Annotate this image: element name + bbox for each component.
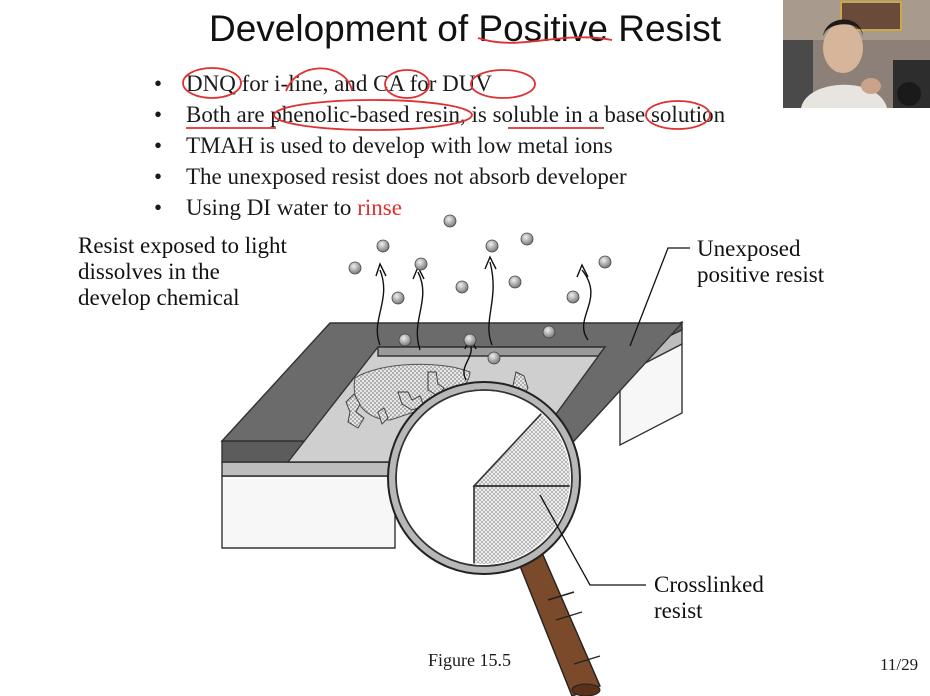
leader-lines	[539, 247, 690, 586]
presenter-video-frame	[783, 0, 930, 108]
figure-caption: Figure 15.5	[428, 650, 511, 670]
magnifying-glass	[387, 381, 581, 575]
bullet-item: The unexposed resist does not absorb dev…	[152, 161, 725, 192]
label-unexposed-resist: Unexposed positive resist	[697, 236, 825, 287]
label-crosslinked-resist: Crosslinked resist	[654, 572, 764, 623]
rinse-highlight: rinse	[357, 195, 402, 220]
magnifier-handle	[515, 547, 601, 696]
bullet-item: TMAH is used to develop with low metal i…	[152, 130, 725, 161]
page-number: 11/29	[880, 655, 919, 674]
dissolved-molecules	[348, 214, 612, 365]
bullet-item: Using DI water to rinse	[152, 192, 725, 223]
bullet-list: DNQ for i-line, and CA for DUV Both are …	[152, 68, 725, 223]
bullet-text: Using DI water to	[186, 195, 358, 220]
slide-title: Development of Positive Resist	[208, 8, 722, 49]
red-annotations	[182, 36, 711, 131]
presenter-webcam	[783, 0, 930, 108]
label-exposed-resist: Resist exposed to light dissolves in the…	[78, 233, 287, 310]
